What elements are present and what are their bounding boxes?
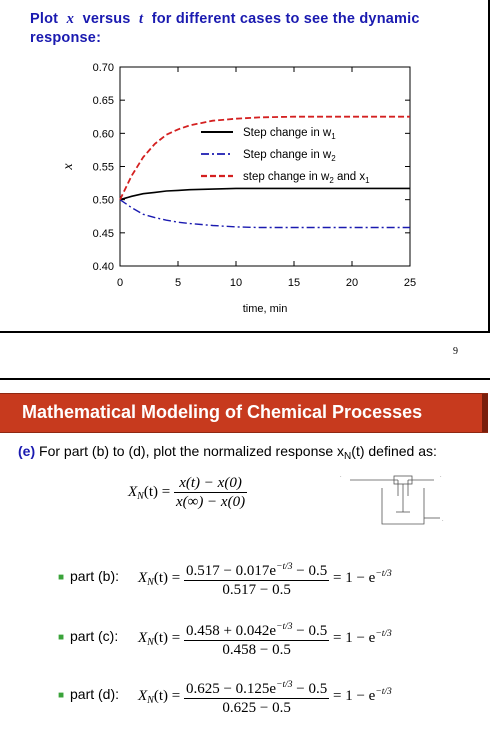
y-axis-label: x: [61, 163, 76, 171]
title-part: for different cases to see the dynamic r…: [30, 11, 420, 46]
title-part: Plot: [30, 11, 59, 27]
schematic-label: ·: [442, 518, 444, 524]
numerator-a: 0.517 − 0.017e: [185, 563, 277, 579]
x-tick-label: 20: [346, 277, 358, 289]
part-lhs-arg: (t) =: [153, 629, 181, 646]
intro-sub: N: [344, 451, 352, 462]
bullet-icon: ■: [58, 632, 65, 643]
legend-entry: step change in w2 and x1: [243, 171, 370, 185]
x-tick-label: 25: [404, 277, 416, 289]
part-lhs-sub: N: [147, 694, 154, 706]
tank-schematic: · · ·: [340, 474, 444, 525]
legend-entry: Step change in w2: [243, 149, 336, 163]
slide-banner: Mathematical Modeling of Chemical Proces…: [0, 393, 488, 433]
series-line: [119, 199, 410, 229]
x-tick-label: 10: [230, 277, 242, 289]
numerator-exponent: −t/3: [276, 680, 293, 690]
part-rhs: = 1 − e: [333, 569, 376, 586]
part-equation: XN(t) = 0.517 − 0.017e−t/3 − 0.5 0.517 −…: [138, 558, 392, 599]
slide-title: Plot x versus t for different cases to s…: [30, 10, 470, 48]
part-lhs: X: [138, 629, 148, 646]
intro-label: (e): [18, 443, 36, 459]
intro-body: For part (b) to (d), plot the normalized…: [39, 443, 345, 459]
bullet-icon: ■: [58, 572, 65, 583]
part-denominator: 0.458 − 0.5: [222, 642, 291, 658]
part-rhs-exponent: −t/3: [375, 686, 392, 697]
title-var-x: x: [66, 11, 75, 27]
part-label: part (c):: [70, 628, 119, 644]
chart-svg: 0.40 0.45 0.50 0.55 0.60 0.65 0.70 0 5 10 15 20 25 ti…: [61, 62, 416, 315]
series-line: [119, 115, 410, 201]
part-rhs-exponent: −t/3: [375, 628, 392, 639]
part-fraction: 0.517 − 0.017e−t/3 − 0.5 0.517 − 0.5: [183, 558, 330, 599]
y-tick-label: 0.45: [93, 228, 114, 240]
part-fraction: 0.458 + 0.042e−t/3 − 0.5 0.458 − 0.5: [183, 618, 330, 659]
schematic-label: ·: [340, 474, 342, 480]
page-number: 9: [453, 346, 458, 357]
legend-entry: Step change in w1: [243, 127, 336, 141]
part-label: part (d):: [70, 686, 120, 702]
part-lhs-sub: N: [147, 576, 154, 588]
definition-equation: XN(t) = x(t) − x(0) x(∞) − x(0): [128, 474, 248, 511]
numerator-b: − 0.5: [292, 681, 328, 697]
numerator-a: 0.625 − 0.125e: [185, 681, 277, 697]
part-label: part (b):: [70, 568, 120, 584]
x-axis-label: time, min: [243, 303, 288, 315]
part-fraction: 0.625 − 0.125e−t/3 − 0.5 0.625 − 0.5: [183, 676, 330, 717]
y-tick-label: 0.55: [93, 162, 114, 174]
chart: 0.40 0.45 0.50 0.55 0.60 0.65 0.70 0 5 10 15 20 25 ti…: [18, 55, 428, 325]
x-tick-label: 0: [117, 277, 123, 289]
tank-wall: [381, 488, 425, 525]
part-lhs-sub: N: [147, 636, 154, 648]
part-rhs-exponent: −t/3: [375, 568, 392, 579]
part-rhs: = 1 − e: [333, 629, 376, 646]
banner-title: Mathematical Modeling of Chemical Proces…: [22, 402, 423, 422]
y-tick-label: 0.60: [93, 128, 114, 140]
numerator-b: − 0.5: [292, 563, 328, 579]
def-fraction: x(t) − x(0) x(∞) − x(0): [173, 474, 248, 511]
banner-accent: [482, 394, 488, 432]
y-tick-label: 0.65: [93, 95, 114, 107]
numerator-b: − 0.5: [292, 623, 328, 639]
part-numerator: 0.517 − 0.017e−t/3 − 0.5: [183, 558, 330, 581]
numerator-exponent: −t/3: [276, 622, 293, 632]
def-lhs-sub: N: [137, 490, 144, 502]
title-part: versus: [82, 11, 131, 27]
slide-top: Plot x versus t for different cases to s…: [0, 0, 490, 333]
y-tick-label: 0.70: [93, 62, 114, 74]
def-numerator: x(t) − x(0): [173, 474, 248, 493]
intro-text: (e) For part (b) to (d), plot the normal…: [18, 442, 478, 466]
bullet-icon: ■: [58, 690, 65, 701]
x-tick-label: 5: [175, 277, 181, 289]
part-denominator: 0.625 − 0.5: [222, 700, 291, 716]
part-lhs-arg: (t) =: [153, 687, 181, 704]
numerator-a: 0.458 + 0.042e: [185, 623, 277, 639]
x-tick-label: 15: [288, 277, 300, 289]
part-equation: XN(t) = 0.625 − 0.125e−t/3 − 0.5 0.625 −…: [138, 676, 392, 717]
series-line: [119, 187, 410, 201]
part-lhs-arg: (t) =: [153, 569, 181, 586]
def-lhs-arg: (t) =: [143, 483, 171, 500]
def-lhs: X: [128, 483, 138, 500]
part-numerator: 0.625 − 0.125e−t/3 − 0.5: [183, 676, 330, 699]
plot-frame: [119, 66, 411, 267]
y-tick-label: 0.40: [93, 261, 114, 273]
y-tick-label: 0.50: [93, 195, 114, 207]
title-var-t: t: [139, 11, 144, 27]
part-numerator: 0.458 + 0.042e−t/3 − 0.5: [183, 618, 330, 641]
part-equation: XN(t) = 0.458 + 0.042e−t/3 − 0.5 0.458 −…: [138, 618, 392, 659]
schematic-label: ·: [440, 474, 442, 480]
slide-bottom: [0, 378, 490, 743]
numerator-exponent: −t/3: [276, 562, 293, 572]
def-denominator: x(∞) − x(0): [175, 494, 246, 510]
intro-tail: (t) defined as:: [351, 443, 437, 459]
part-rhs: = 1 − e: [333, 687, 376, 704]
part-lhs: X: [138, 569, 148, 586]
part-denominator: 0.517 − 0.5: [222, 582, 291, 598]
part-lhs: X: [138, 687, 148, 704]
